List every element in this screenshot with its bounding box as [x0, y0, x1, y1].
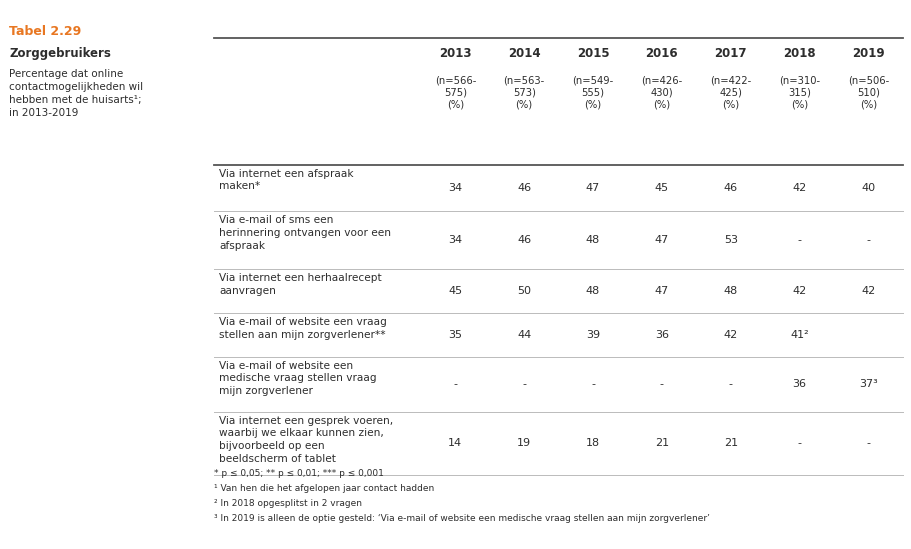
Text: 40: 40: [861, 183, 875, 193]
Text: 46: 46: [517, 235, 530, 245]
Text: Tabel 2.29: Tabel 2.29: [9, 25, 81, 38]
Text: 35: 35: [448, 330, 462, 340]
Text: 34: 34: [448, 183, 462, 193]
Text: 42: 42: [792, 183, 806, 193]
Text: Percentage dat online
contactmogelijkheden wil
hebben met de huisarts¹;
in 2013-: Percentage dat online contactmogelijkhed…: [9, 69, 143, 118]
Text: 37³: 37³: [858, 379, 877, 389]
Text: 2016: 2016: [645, 47, 678, 60]
Text: 46: 46: [723, 183, 737, 193]
Text: -: -: [865, 235, 869, 245]
Text: -: -: [797, 235, 801, 245]
Text: -: -: [522, 379, 526, 389]
Text: 42: 42: [792, 286, 806, 296]
Text: 36: 36: [792, 379, 805, 389]
Text: (n=506-
510)
(%): (n=506- 510) (%): [847, 76, 888, 110]
Text: ³ In 2019 is alleen de optie gesteld: ‘Via e-mail of website een medische vraag : ³ In 2019 is alleen de optie gesteld: ‘V…: [214, 514, 710, 523]
Text: 18: 18: [586, 438, 599, 449]
Text: Via internet een herhaalrecept
aanvragen: Via internet een herhaalrecept aanvragen: [219, 273, 381, 296]
Text: ¹ Van hen die het afgelopen jaar contact hadden: ¹ Van hen die het afgelopen jaar contact…: [214, 484, 435, 493]
Text: 2018: 2018: [783, 47, 815, 60]
Text: 2013: 2013: [438, 47, 471, 60]
Text: * p ≤ 0,05; ** p ≤ 0,01; *** p ≤ 0,001: * p ≤ 0,05; ** p ≤ 0,01; *** p ≤ 0,001: [214, 469, 384, 478]
Text: 2017: 2017: [713, 47, 746, 60]
Text: -: -: [797, 438, 801, 449]
Text: 47: 47: [585, 183, 599, 193]
Text: (n=310-
315)
(%): (n=310- 315) (%): [778, 76, 819, 110]
Text: 47: 47: [654, 235, 669, 245]
Text: (n=549-
555)
(%): (n=549- 555) (%): [572, 76, 613, 110]
Text: 50: 50: [517, 286, 530, 296]
Text: 44: 44: [517, 330, 531, 340]
Text: 14: 14: [448, 438, 462, 449]
Text: Via e-mail of website een
medische vraag stellen vraag
mijn zorgverlener: Via e-mail of website een medische vraag…: [219, 361, 376, 396]
Text: 48: 48: [585, 286, 599, 296]
Text: (n=563-
573)
(%): (n=563- 573) (%): [503, 76, 544, 110]
Text: 34: 34: [448, 235, 462, 245]
Text: Via internet een afspraak
maken*: Via internet een afspraak maken*: [219, 169, 353, 192]
Text: 2014: 2014: [507, 47, 540, 60]
Text: -: -: [453, 379, 456, 389]
Text: 42: 42: [722, 330, 737, 340]
Text: -: -: [660, 379, 663, 389]
Text: 53: 53: [723, 235, 737, 245]
Text: 42: 42: [860, 286, 875, 296]
Text: 47: 47: [654, 286, 669, 296]
Text: 41²: 41²: [790, 330, 808, 340]
Text: 39: 39: [586, 330, 599, 340]
Text: Zorggebruikers: Zorggebruikers: [9, 47, 111, 60]
Text: -: -: [728, 379, 732, 389]
Text: 48: 48: [585, 235, 599, 245]
Text: Via e-mail of website een vraag
stellen aan mijn zorgverlener**: Via e-mail of website een vraag stellen …: [219, 317, 386, 340]
Text: 36: 36: [654, 330, 668, 340]
Text: ² In 2018 opgesplitst in 2 vragen: ² In 2018 opgesplitst in 2 vragen: [214, 499, 362, 508]
Text: 21: 21: [723, 438, 737, 449]
Text: 46: 46: [517, 183, 530, 193]
Text: 21: 21: [654, 438, 668, 449]
Text: 2015: 2015: [576, 47, 609, 60]
Text: (n=422-
425)
(%): (n=422- 425) (%): [710, 76, 751, 110]
Text: -: -: [865, 438, 869, 449]
Text: 45: 45: [448, 286, 462, 296]
Text: -: -: [590, 379, 594, 389]
Text: (n=426-
430)
(%): (n=426- 430) (%): [640, 76, 681, 110]
Text: (n=566-
575)
(%): (n=566- 575) (%): [435, 76, 476, 110]
Text: 19: 19: [517, 438, 530, 449]
Text: 48: 48: [722, 286, 737, 296]
Text: 2019: 2019: [851, 47, 884, 60]
Text: Via e-mail of sms een
herinnering ontvangen voor een
afspraak: Via e-mail of sms een herinnering ontvan…: [219, 215, 391, 251]
Text: Via internet een gesprek voeren,
waarbij we elkaar kunnen zien,
bijvoorbeeld op : Via internet een gesprek voeren, waarbij…: [219, 416, 393, 464]
Text: 45: 45: [654, 183, 668, 193]
